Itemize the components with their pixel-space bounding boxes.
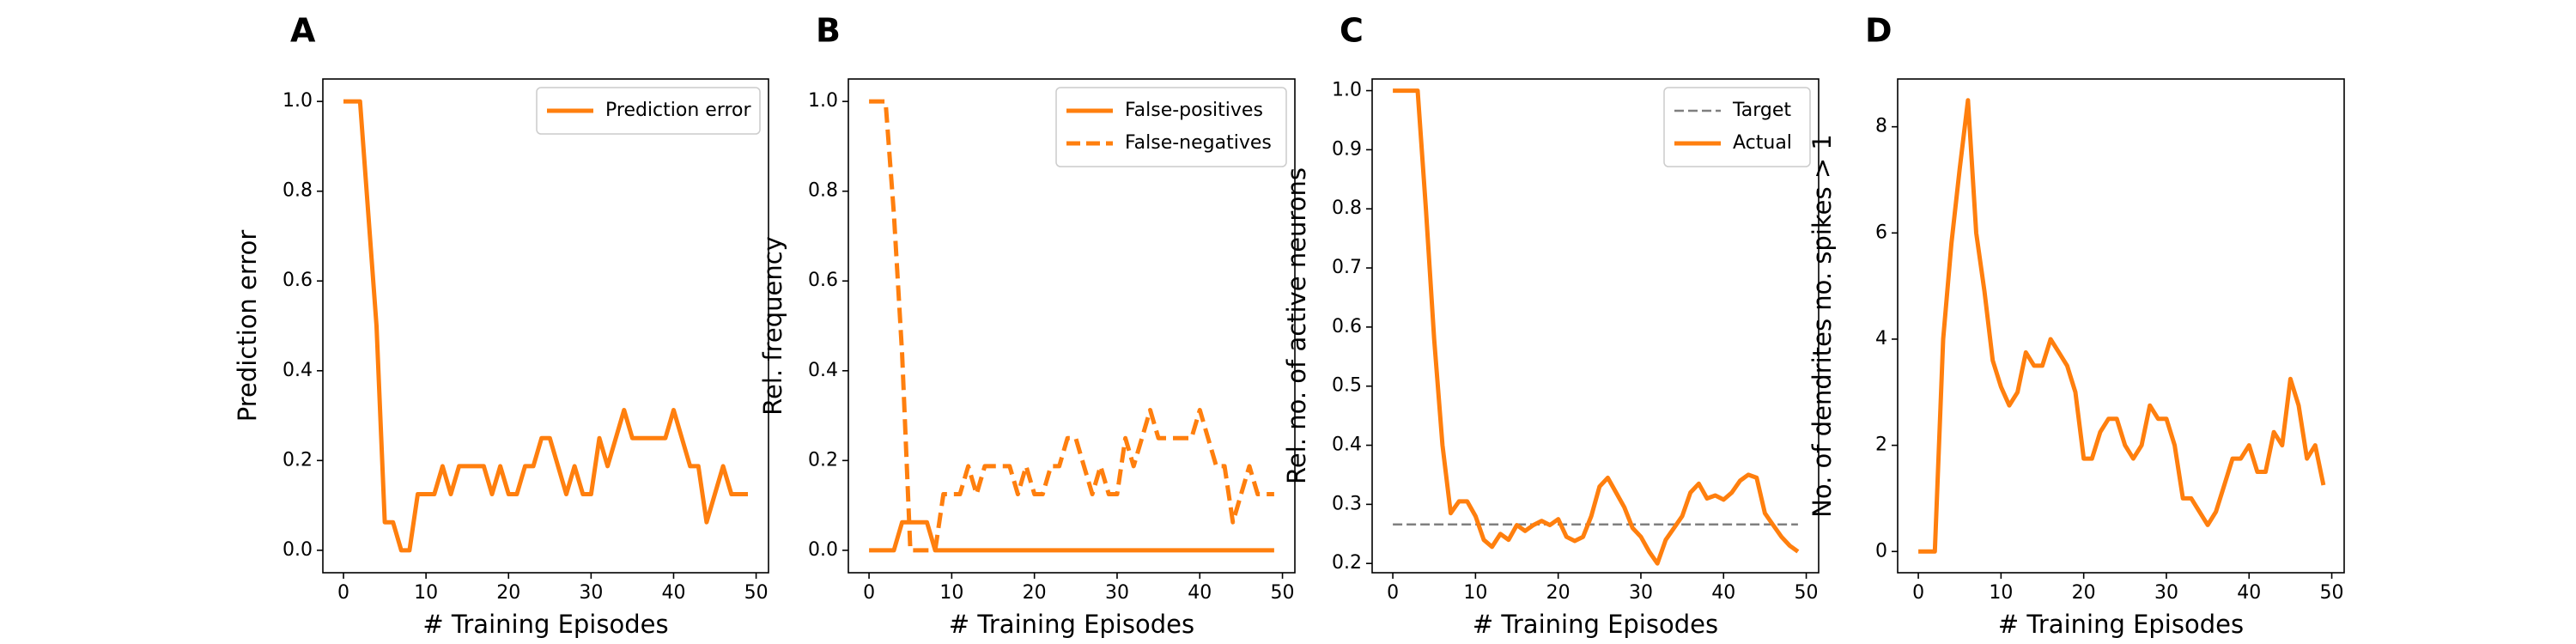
axes-frame bbox=[1897, 78, 2345, 574]
y-tick-label: 0.2 bbox=[1332, 552, 1362, 574]
series-line-main bbox=[1918, 98, 2326, 554]
axes-frame bbox=[848, 78, 1296, 574]
x-tick-label: 50 bbox=[2320, 582, 2344, 604]
y-tick-label: 0.8 bbox=[283, 180, 313, 202]
y-tick-label: 0.6 bbox=[1332, 316, 1362, 337]
y-tick-label: 0.2 bbox=[283, 449, 313, 471]
panel-letter: B bbox=[816, 12, 841, 50]
y-tick-label: 8 bbox=[1875, 116, 1887, 137]
x-tick-label: 20 bbox=[1546, 582, 1571, 604]
y-tick-label: 0.6 bbox=[808, 270, 838, 291]
x-tick-label: 30 bbox=[579, 582, 603, 604]
panel-a: A 0 10 20 30 40 50 0.0 0.2 0.4 0.6 0.8 1.0 # Training… bbox=[233, 12, 769, 639]
y-tick-label: 0.5 bbox=[1332, 375, 1362, 397]
x-tick-label: 10 bbox=[1989, 582, 2013, 604]
axes-frame bbox=[1371, 78, 1820, 574]
legend-label: False-negatives bbox=[1125, 132, 1272, 154]
legend-box bbox=[536, 87, 761, 135]
y-axis-label: Rel. no. of active neurons bbox=[1282, 167, 1311, 484]
x-tick-label: 0 bbox=[1912, 582, 1924, 604]
y-tick-label: 2 bbox=[1875, 434, 1887, 456]
y-tick-label: 0.8 bbox=[1332, 197, 1362, 219]
y-tick-label: 0.9 bbox=[1332, 138, 1362, 160]
y-tick-label: 0.8 bbox=[808, 180, 838, 202]
panel-letter: C bbox=[1340, 12, 1364, 50]
y-tick-label: 4 bbox=[1875, 328, 1887, 349]
x-tick-label: 40 bbox=[1188, 582, 1212, 604]
y-tick-label: 1.0 bbox=[283, 90, 313, 112]
legend: False-positives False-negatives bbox=[1055, 87, 1287, 167]
series-line-actual bbox=[1393, 88, 1800, 566]
series-line-prediction-error bbox=[343, 99, 748, 553]
panel-d: D 0 10 20 30 40 50 0 2 4 6 8 # Training Episodes No. … bbox=[1807, 12, 2345, 639]
x-tick-label: 20 bbox=[1023, 582, 1047, 604]
x-tick-label: 20 bbox=[2072, 582, 2096, 604]
panel-c: C 0 10 20 30 40 50 0.2 0.3 0.4 0.5 0.6 0.7 0.8 0.9 1.0 #… bbox=[1282, 12, 1820, 639]
y-axis-label: No. of dendrites no. spikes > 1 bbox=[1807, 134, 1837, 518]
series-line-false-positives bbox=[869, 519, 1274, 553]
x-tick-label: 40 bbox=[1711, 582, 1735, 604]
x-tick-label: 30 bbox=[2154, 582, 2178, 604]
x-tick-label: 40 bbox=[2237, 582, 2261, 604]
x-axis-label: # Training Episodes bbox=[1998, 610, 2244, 639]
series-line-false-negatives bbox=[869, 99, 1274, 553]
legend-label: False-positives bbox=[1125, 100, 1263, 121]
legend: Prediction error bbox=[536, 87, 761, 135]
x-tick-label: 50 bbox=[1271, 582, 1295, 604]
x-axis-label: # Training Episodes bbox=[949, 610, 1194, 639]
y-axis-label: Prediction error bbox=[233, 230, 262, 422]
legend-label: Actual bbox=[1733, 132, 1792, 154]
x-axis-label: # Training Episodes bbox=[422, 610, 668, 639]
x-tick-label: 50 bbox=[1795, 582, 1819, 604]
x-tick-label: 40 bbox=[661, 582, 685, 604]
y-tick-label: 0.4 bbox=[808, 360, 838, 381]
y-tick-label: 0.0 bbox=[808, 539, 838, 561]
x-tick-label: 50 bbox=[744, 582, 769, 604]
y-tick-label: 0.7 bbox=[1332, 257, 1362, 278]
y-tick-label: 0 bbox=[1875, 540, 1887, 562]
panel-letter: A bbox=[290, 12, 316, 50]
x-tick-label: 10 bbox=[1463, 582, 1487, 604]
x-tick-label: 0 bbox=[1387, 582, 1399, 604]
x-tick-label: 30 bbox=[1105, 582, 1129, 604]
x-tick-label: 10 bbox=[414, 582, 438, 604]
x-tick-label: 30 bbox=[1629, 582, 1653, 604]
y-tick-label: 0.3 bbox=[1332, 493, 1362, 514]
y-tick-label: 0.0 bbox=[283, 539, 313, 561]
legend-label: Target bbox=[1732, 100, 1791, 121]
x-tick-label: 20 bbox=[496, 582, 520, 604]
y-tick-label: 6 bbox=[1875, 222, 1887, 243]
x-tick-label: 10 bbox=[939, 582, 963, 604]
x-axis-label: # Training Episodes bbox=[1473, 610, 1718, 639]
legend-box bbox=[1055, 87, 1287, 167]
panel-b: B 0 10 20 30 40 50 0.0 0.2 0.4 0.6 0.8 1.0 # Training… bbox=[758, 12, 1296, 639]
legend-label: Prediction error bbox=[605, 100, 751, 121]
y-tick-label: 0.6 bbox=[283, 270, 313, 291]
x-tick-label: 0 bbox=[337, 582, 349, 604]
y-tick-label: 1.0 bbox=[1332, 80, 1362, 101]
y-tick-label: 0.2 bbox=[808, 449, 838, 471]
x-tick-label: 0 bbox=[863, 582, 875, 604]
panel-letter: D bbox=[1865, 12, 1893, 50]
y-tick-label: 0.4 bbox=[1332, 434, 1362, 456]
y-tick-label: 0.4 bbox=[283, 360, 313, 381]
y-axis-label: Rel. frequency bbox=[758, 236, 787, 416]
legend: Target Actual bbox=[1663, 87, 1811, 167]
axes-frame bbox=[322, 78, 769, 574]
y-tick-label: 1.0 bbox=[808, 90, 838, 112]
legend-box bbox=[1663, 87, 1811, 167]
